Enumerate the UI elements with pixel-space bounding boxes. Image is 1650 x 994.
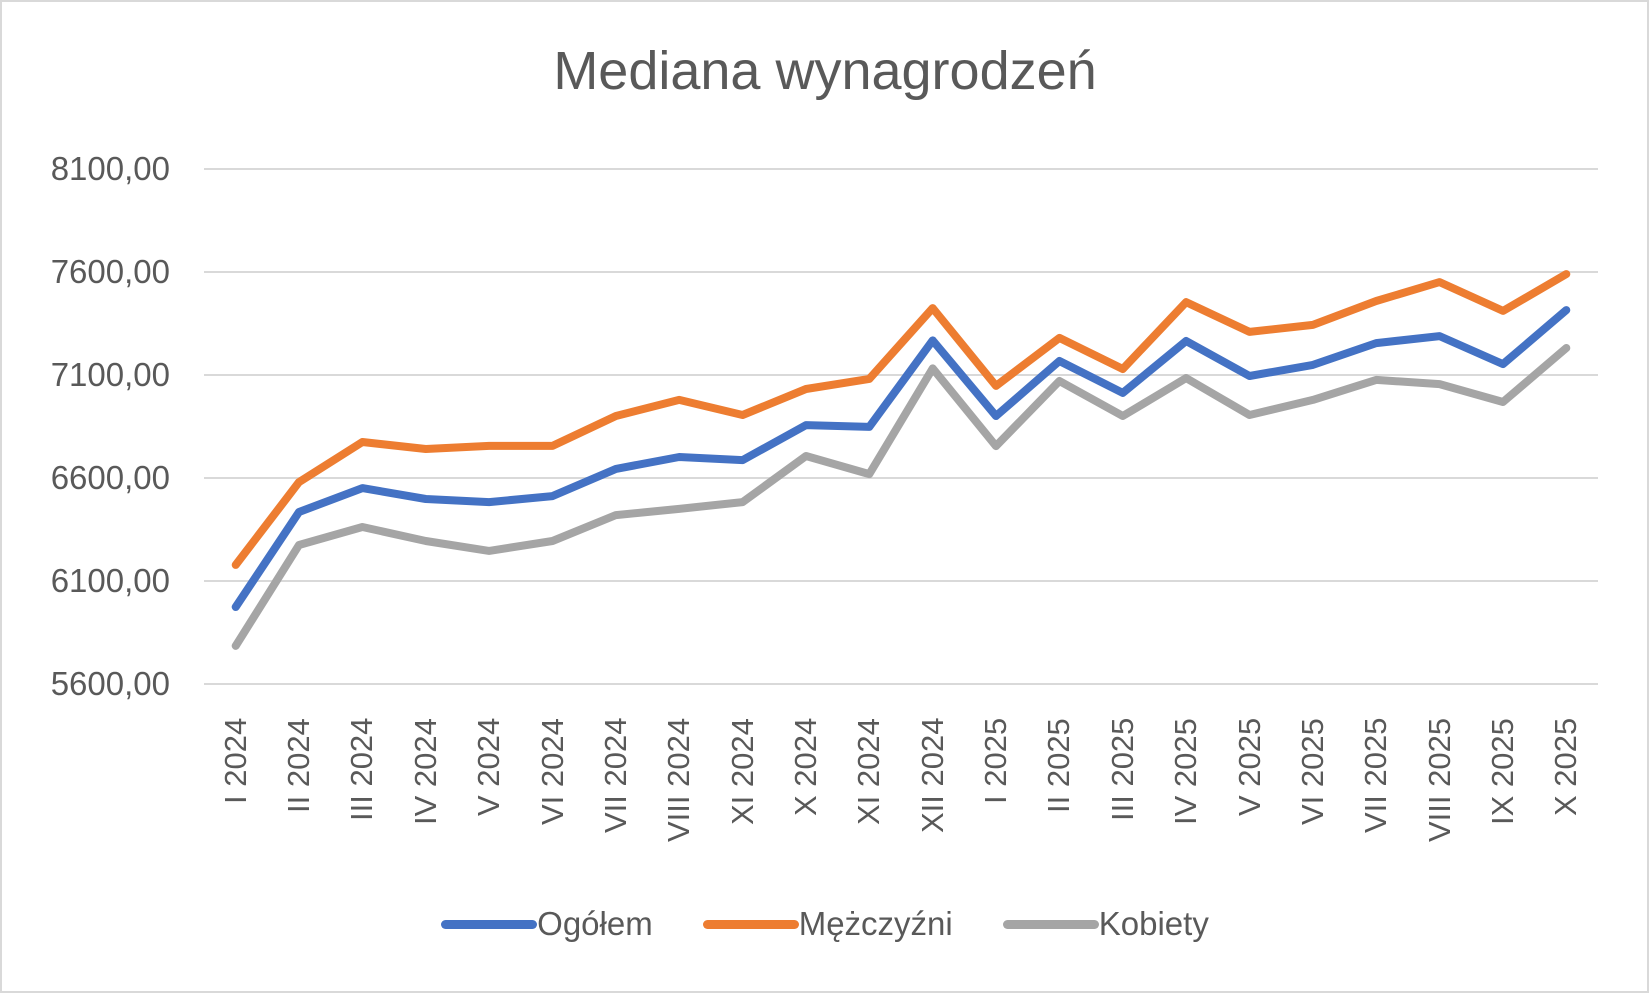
gridline (204, 271, 1598, 273)
legend-line-swatch-icon (702, 919, 799, 929)
x-tick-label: X 2025 (1548, 717, 1584, 816)
series-line-2 (231, 344, 1571, 650)
legend-label: Kobiety (1098, 905, 1209, 942)
series-line-0 (231, 306, 1571, 611)
gridline (204, 374, 1598, 376)
x-tick-label: VIII 2025 (1421, 717, 1457, 842)
y-tick-label: 8100,00 (50, 150, 170, 187)
x-tick-label: XI 2024 (851, 718, 887, 825)
y-tick-label: 5600,00 (50, 665, 170, 702)
legend-line-swatch-icon (441, 919, 538, 929)
y-tick-label: 7100,00 (50, 356, 170, 393)
x-tick-label: XI 2024 (724, 718, 760, 825)
x-tick-label: IX 2025 (1484, 718, 1520, 825)
series-line-1 (231, 270, 1571, 569)
legend-item[interactable]: Kobiety (1002, 905, 1209, 943)
x-tick-label: III 2024 (344, 717, 380, 821)
y-tick-label: 6600,00 (50, 459, 170, 496)
gridline (204, 477, 1598, 479)
x-tick-label: V 2024 (471, 717, 507, 816)
chart-title: Mediana wynagrodzeń (553, 41, 1097, 101)
legend-item[interactable]: Ogółem (441, 905, 653, 943)
x-tick-label: IV 2024 (407, 718, 443, 825)
gridline (204, 683, 1598, 685)
x-tick-label: VI 2025 (1294, 718, 1330, 825)
x-tick-label: I 2024 (217, 717, 253, 804)
x-tick-label: VII 2024 (597, 717, 633, 833)
x-tick-label: V 2025 (1231, 717, 1267, 816)
x-tick-label: VIII 2024 (661, 717, 697, 842)
x-tick-label: II 2025 (1041, 718, 1077, 813)
legend: Ogółem Mężczyźni Kobiety (0, 905, 1650, 943)
legend-line-swatch-icon (1002, 919, 1099, 929)
x-tick-label: IV 2025 (1168, 718, 1204, 825)
x-tick-label: II 2024 (281, 718, 317, 813)
x-tick-label: III 2025 (1104, 717, 1140, 821)
gridline (204, 580, 1598, 582)
x-tick-label: X 2024 (787, 717, 823, 816)
x-tick-label: XII 2024 (914, 717, 950, 833)
legend-label: Mężczyźni (798, 905, 953, 942)
gridline (204, 168, 1598, 170)
legend-label: Ogółem (537, 905, 653, 942)
x-tick-label: VII 2025 (1358, 717, 1394, 833)
y-tick-label: 6100,00 (50, 562, 170, 599)
x-tick-label: VI 2024 (534, 718, 570, 825)
legend-item[interactable]: Mężczyźni (702, 905, 953, 943)
x-tick-label: I 2025 (978, 717, 1014, 804)
y-tick-label: 7600,00 (50, 253, 170, 290)
